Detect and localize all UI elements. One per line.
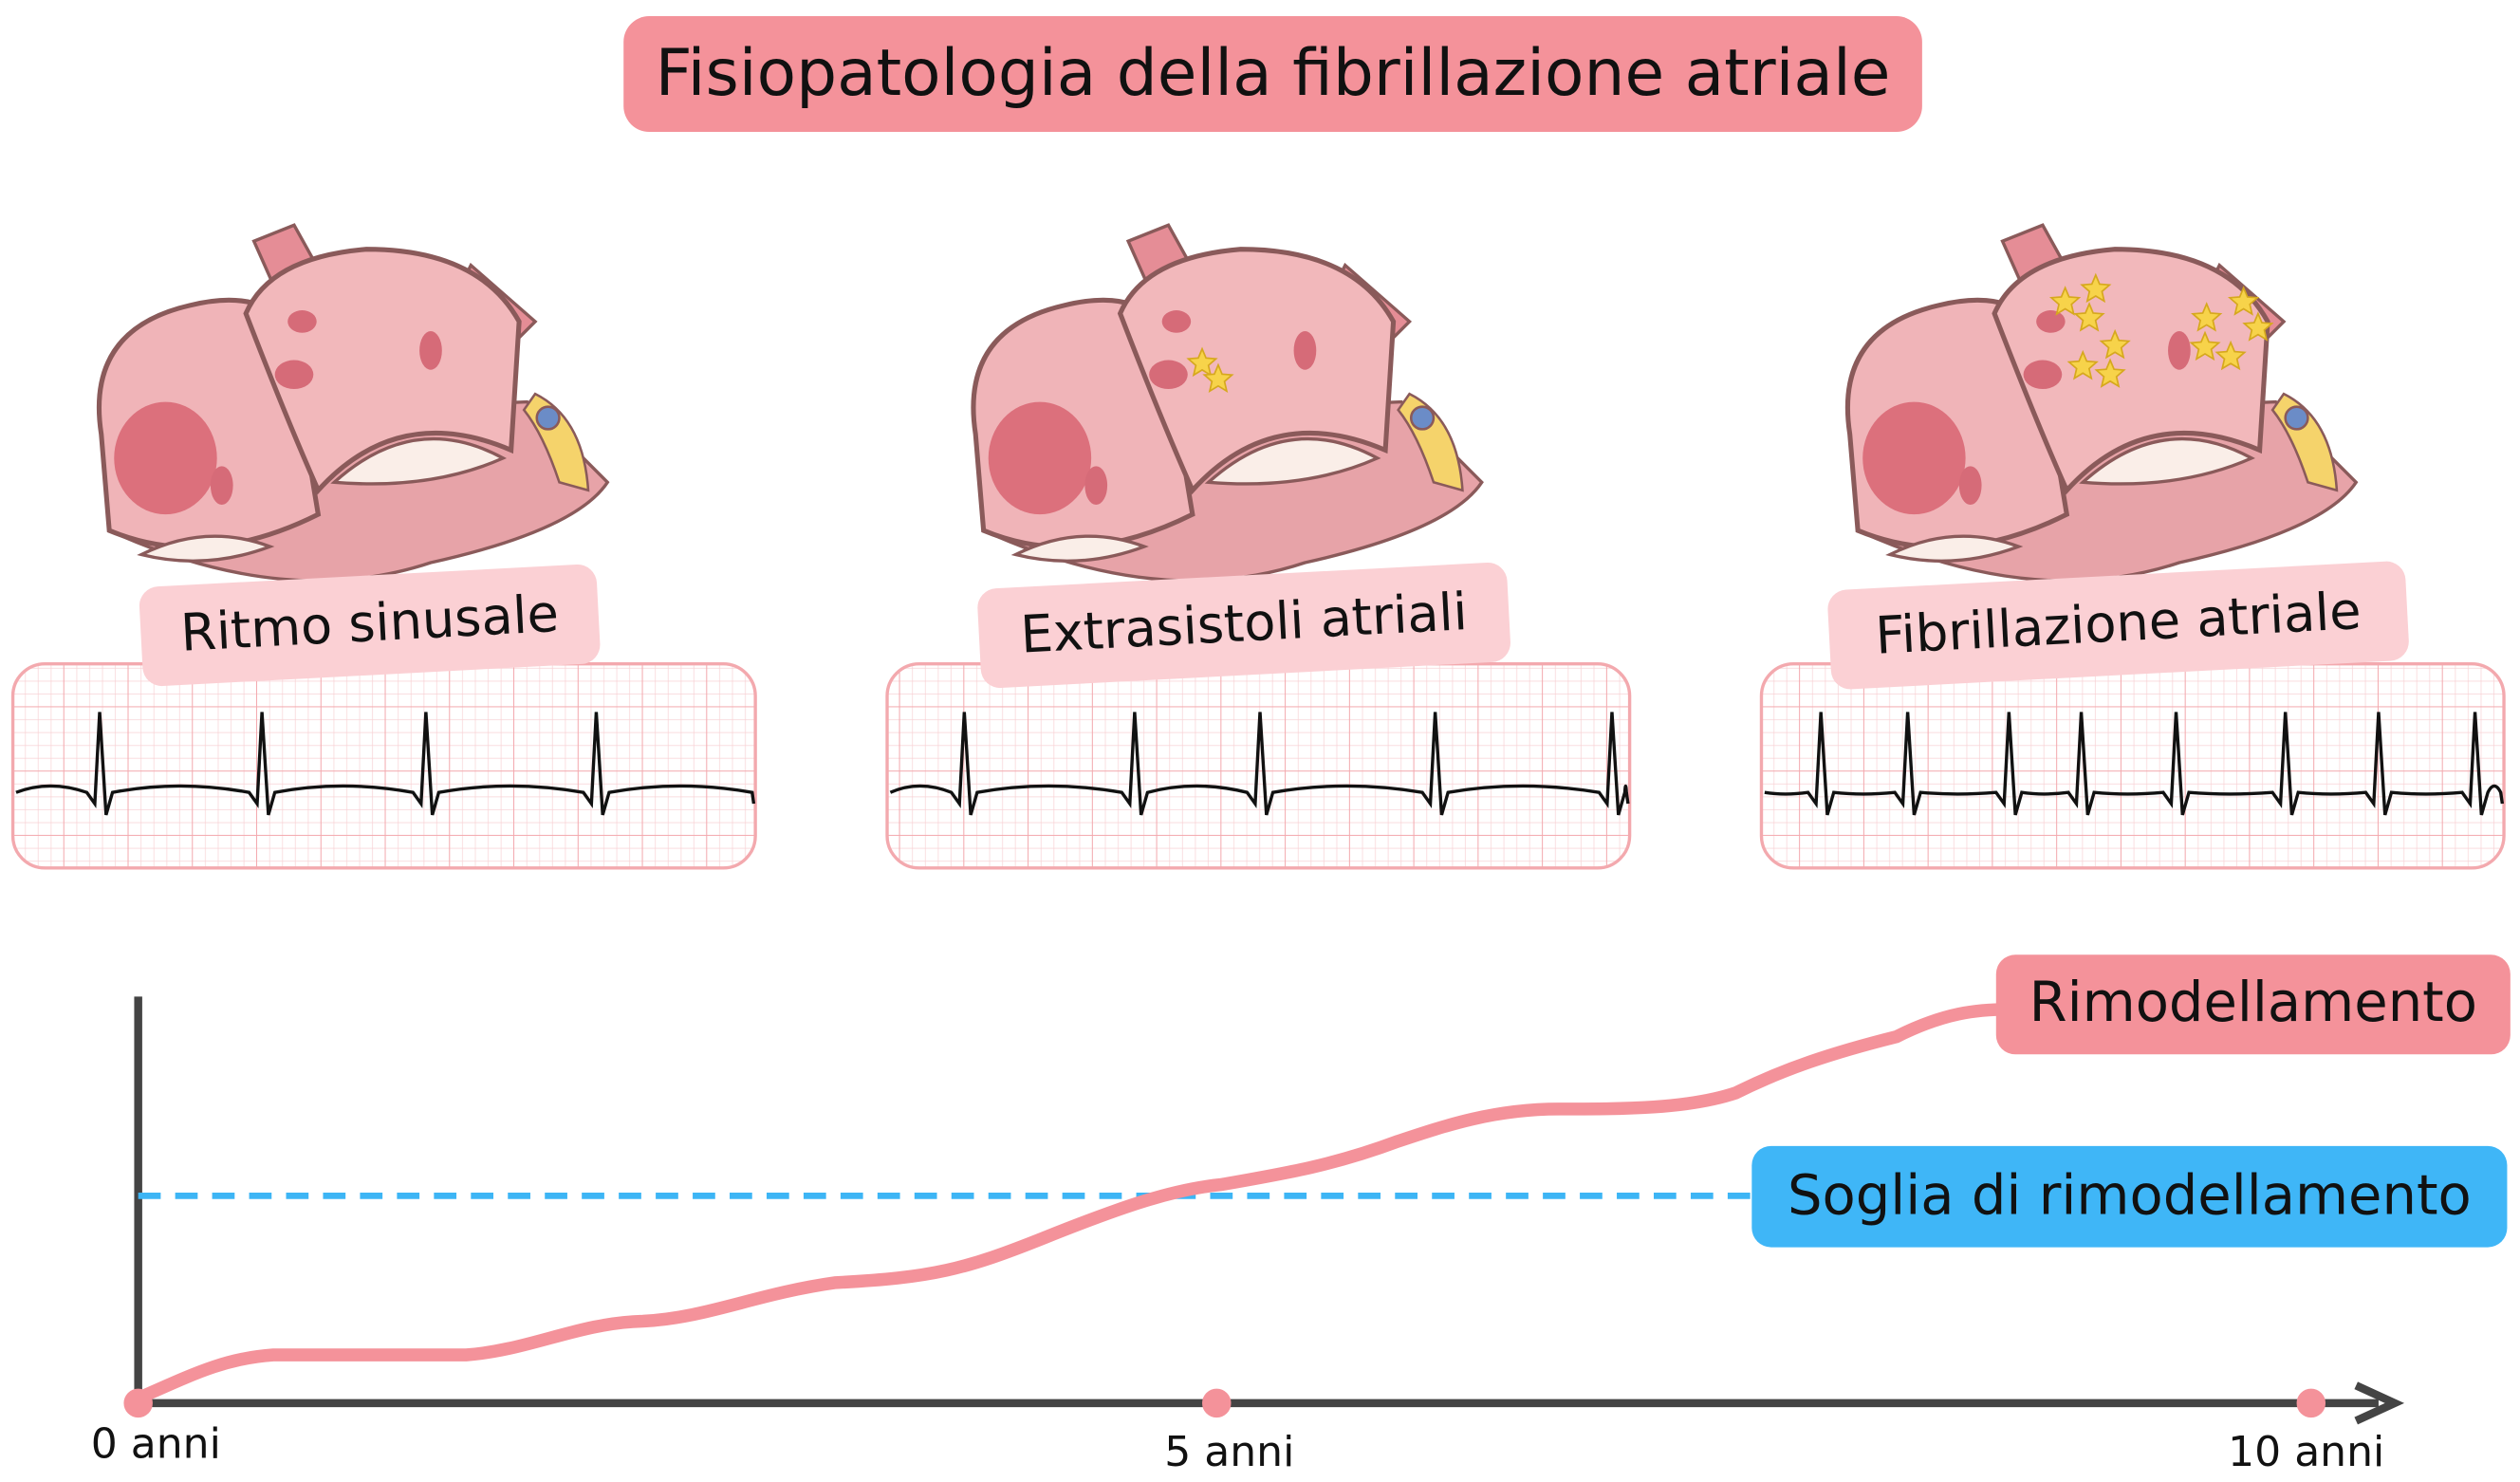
- artery: [1409, 405, 1436, 431]
- panel: Extrasistoli atriali: [885, 223, 1632, 870]
- time-label: 5 anni: [1164, 1428, 1294, 1476]
- ectopic-focus: [2228, 286, 2260, 316]
- valve: [1010, 534, 1149, 563]
- time-label: 10 anni: [2228, 1428, 2384, 1476]
- ostium: [210, 466, 233, 505]
- ecg-trace: [1764, 712, 2505, 816]
- threshold-label: Soglia di rimodellamento: [1788, 1163, 2472, 1227]
- vein-ostium: [2036, 310, 2066, 333]
- artery: [2284, 405, 2309, 431]
- x-axis-arrow: [2354, 1381, 2405, 1425]
- ectopic-focus: [2066, 349, 2099, 380]
- fossa: [1862, 401, 1966, 515]
- ectopic-focus: [2099, 328, 2131, 360]
- ectopic-focus: [2214, 340, 2247, 371]
- ostium: [1084, 466, 1108, 505]
- heart: [96, 223, 610, 583]
- ectopic-focus: [1186, 346, 1218, 378]
- panel-label-pill: [1827, 561, 2409, 690]
- curve-label-pill: [1995, 954, 2511, 1055]
- fossa: [988, 401, 1092, 515]
- remodeling-curve: [131, 1003, 2016, 1405]
- valve: [330, 436, 508, 486]
- left-atrium: [243, 247, 522, 495]
- ectopic-focus: [2191, 302, 2223, 332]
- time-point: [1202, 1388, 1232, 1418]
- ecg-strip: [1759, 662, 2506, 870]
- ectopic-focus: [1202, 362, 1234, 394]
- ectopic-focus: [2094, 358, 2126, 388]
- vein-ostium: [1161, 310, 1192, 333]
- timeline: 0 anni 5 anni 10 anni Rimodellamento Sog…: [91, 954, 2511, 1476]
- ecg-trace: [15, 712, 756, 816]
- valve: [137, 534, 275, 563]
- vein-ostium: [2023, 360, 2063, 390]
- ectopic-focus: [2073, 302, 2105, 332]
- ecg-strip: [10, 662, 757, 870]
- ectopic-focus: [2080, 272, 2112, 304]
- panel-label-group: Extrasistoli atriali: [977, 563, 1510, 689]
- threshold-label-pill: [1751, 1145, 2508, 1248]
- panel: Fibrillazione atriale: [1759, 223, 2506, 870]
- ectopic-focus: [2189, 330, 2221, 361]
- heart: [971, 223, 1484, 583]
- ectopic-focus: [2242, 311, 2274, 342]
- vein-ostium: [419, 331, 442, 370]
- fossa: [114, 401, 217, 515]
- vein-ostium: [274, 360, 314, 390]
- panel: Ritmo sinusale: [10, 223, 757, 870]
- vein-ostium: [1149, 360, 1188, 390]
- artery: [535, 405, 561, 431]
- time-point: [123, 1388, 153, 1418]
- valve: [1885, 534, 2024, 563]
- time-label: 0 anni: [91, 1420, 221, 1469]
- curve-label: Rimodellamento: [2029, 971, 2477, 1034]
- time-point: [2296, 1388, 2326, 1418]
- panel-label-pill: [977, 563, 1510, 689]
- valve: [1204, 436, 1381, 486]
- left-atrium: [1117, 247, 1397, 495]
- title-pill: [623, 16, 1922, 133]
- panel-label-group: Fibrillazione atriale: [1827, 561, 2409, 690]
- panel-label-pill: [139, 565, 601, 687]
- vein-ostium: [287, 310, 317, 333]
- ostium: [1958, 466, 1982, 505]
- vein-ostium: [2168, 331, 2191, 370]
- ecg-trace: [889, 712, 1630, 816]
- valve: [2079, 436, 2255, 486]
- ectopic-focus: [2048, 286, 2082, 316]
- heart: [1844, 223, 2359, 583]
- panel-label-group: Ritmo sinusale: [139, 565, 601, 687]
- title: Fisiopatologia della fibrillazione atria…: [656, 35, 1891, 110]
- vein-ostium: [1293, 331, 1317, 370]
